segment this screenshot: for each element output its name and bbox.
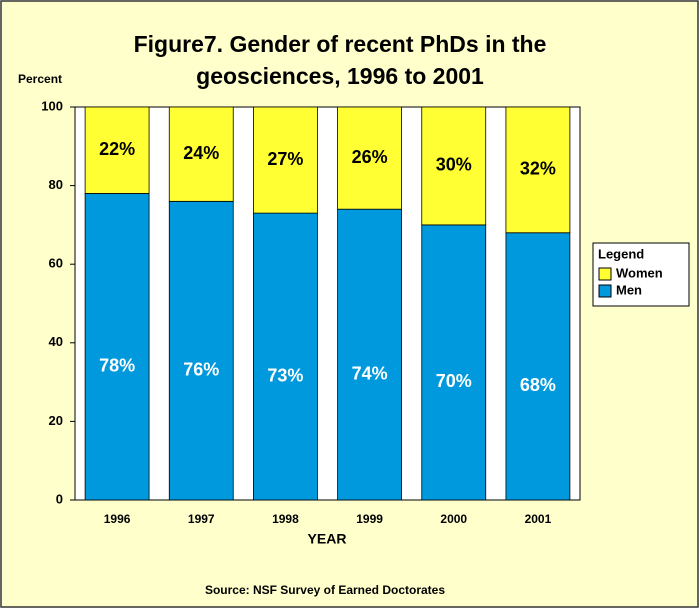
x-tick-label: 1996 <box>104 512 131 526</box>
y-tick-label: 80 <box>49 177 63 192</box>
bar-segment <box>337 208 402 501</box>
x-tick-label: 1997 <box>188 512 215 526</box>
bar-segment <box>84 193 150 501</box>
legend-swatch <box>598 284 612 298</box>
bar-segment <box>421 224 487 501</box>
bar-segment <box>253 106 318 214</box>
bar-segment <box>84 106 150 194</box>
value-label: 26% <box>352 147 388 167</box>
legend-swatch <box>598 267 612 281</box>
y-tick-label: 40 <box>49 334 63 349</box>
value-label: 22% <box>99 139 135 159</box>
x-axis-label: YEAR <box>308 531 347 547</box>
value-label: 73% <box>267 365 303 385</box>
chart-title: geosciences, 1996 to 2001 <box>196 63 484 89</box>
bar-segment <box>505 106 571 234</box>
value-label: 24% <box>183 143 219 163</box>
value-label: 27% <box>267 149 303 169</box>
bar-segment <box>505 232 571 501</box>
chart-title: Figure7. Gender of recent PhDs in the <box>134 31 547 57</box>
bar-segment <box>253 212 318 501</box>
x-tick-label: 2000 <box>440 512 467 526</box>
y-tick-label: 20 <box>49 413 63 428</box>
value-label: 30% <box>436 155 472 175</box>
value-label: 70% <box>436 371 472 391</box>
value-label: 74% <box>352 363 388 383</box>
bar-segment <box>168 200 234 501</box>
bar-segment <box>337 106 402 210</box>
y-axis-label: Percent <box>18 72 62 86</box>
value-label: 32% <box>520 159 556 179</box>
y-tick-label: 0 <box>56 491 63 506</box>
x-tick-label: 1999 <box>356 512 383 526</box>
plot-area <box>74 106 581 501</box>
legend-label: Men <box>616 282 642 297</box>
y-tick-label: 60 <box>49 256 63 271</box>
source: Source: NSF Survey of Earned Doctorates <box>205 583 445 597</box>
value-label: 68% <box>520 375 556 395</box>
legend-title: Legend <box>598 246 644 261</box>
legend-label: Women <box>616 265 663 280</box>
bar-segment <box>421 106 487 226</box>
value-label: 78% <box>99 355 135 375</box>
x-tick-label: 2001 <box>525 512 552 526</box>
x-tick-label: 1998 <box>272 512 299 526</box>
value-label: 76% <box>183 359 219 379</box>
y-tick-label: 100 <box>41 98 63 113</box>
bar-segment <box>168 106 234 202</box>
